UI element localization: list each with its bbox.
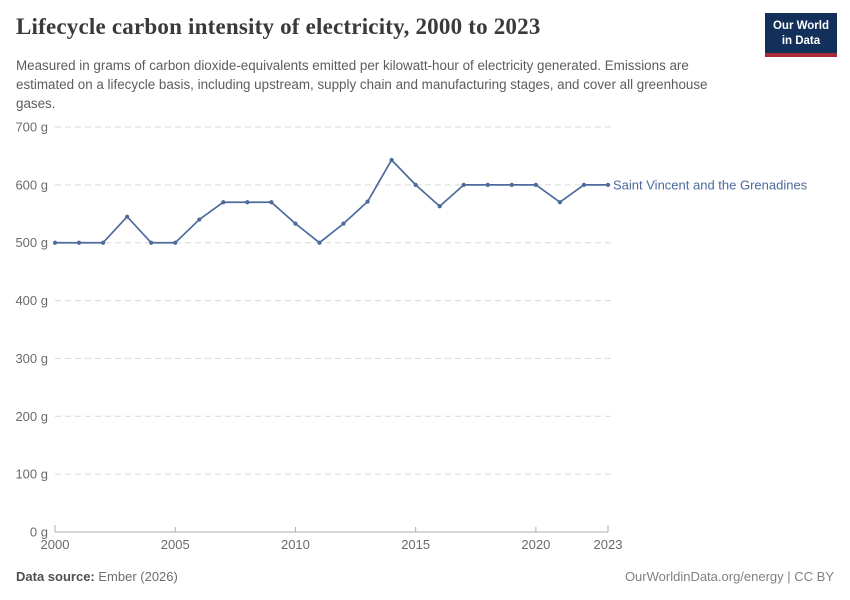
- data-point[interactable]: [76, 240, 82, 245]
- y-tick-label: 300 g: [15, 351, 48, 366]
- data-point[interactable]: [125, 214, 130, 219]
- data-point[interactable]: [221, 200, 226, 205]
- data-point[interactable]: [509, 182, 514, 187]
- data-point[interactable]: [52, 240, 58, 245]
- credit-link[interactable]: OurWorldinData.org/energy | CC BY: [624, 569, 834, 584]
- data-point[interactable]: [581, 182, 587, 187]
- chart-title: Lifecycle carbon intensity of electricit…: [16, 14, 541, 39]
- y-tick-label: 700 g: [15, 120, 48, 135]
- data-point[interactable]: [557, 200, 563, 205]
- x-tick-label: 2023: [594, 537, 623, 552]
- x-tick-label: 2015: [401, 537, 430, 552]
- x-tick-label: 2010: [281, 537, 310, 552]
- data-point[interactable]: [461, 182, 466, 187]
- data-point[interactable]: [197, 217, 202, 222]
- data-point[interactable]: [245, 200, 250, 205]
- y-tick-label: 500 g: [15, 235, 48, 250]
- data-point[interactable]: [269, 200, 274, 205]
- data-point[interactable]: [533, 182, 538, 187]
- entity-label[interactable]: Saint Vincent and the Grenadines: [613, 177, 808, 192]
- data-point[interactable]: [341, 221, 346, 226]
- line-chart-area[interactable]: 0 g 100 g 200 g 300 g 400 g 500 g 600 g 700 g 20…: [0, 112, 850, 567]
- y-tick-label: 600 g: [15, 177, 48, 192]
- data-point[interactable]: [485, 182, 490, 187]
- data-point[interactable]: [437, 204, 442, 209]
- y-tick-label: 200 g: [15, 409, 48, 424]
- x-tick-label: 2000: [41, 537, 70, 552]
- data-point[interactable]: [413, 182, 418, 187]
- x-tick-label: 2005: [161, 537, 190, 552]
- data-point[interactable]: [149, 240, 154, 245]
- y-tick-label: 400 g: [15, 293, 48, 308]
- owid-logo-line2: in Data: [781, 34, 821, 47]
- x-tick-label: 2020: [521, 537, 550, 552]
- line-chart-svg[interactable]: 0 g 100 g 200 g 300 g 400 g 500 g 600 g 700 g 20…: [0, 112, 850, 567]
- chart-subtitle: Measured in grams of carbon dioxide-equi…: [16, 58, 708, 112]
- data-point[interactable]: [317, 240, 322, 245]
- series-line[interactable]: [54, 159, 609, 244]
- data-point[interactable]: [365, 199, 370, 204]
- data-point[interactable]: [173, 240, 178, 245]
- data-source: Data source: Ember (2026): [16, 569, 178, 587]
- data-point[interactable]: [389, 157, 394, 163]
- y-tick-label: 100 g: [15, 467, 48, 482]
- data-point[interactable]: [605, 182, 611, 187]
- chart-footer: Data source: Ember (2026) OurWorldinData…: [16, 569, 834, 587]
- owid-logo[interactable]: Our World in Data: [764, 13, 837, 57]
- data-source-value: Ember (2026): [94, 569, 178, 584]
- data-source-label: Data source:: [16, 569, 95, 584]
- owid-logo-line1: Our World: [772, 20, 829, 32]
- data-point[interactable]: [100, 240, 106, 245]
- y-tick-label: 0 g: [30, 525, 48, 540]
- data-point[interactable]: [293, 221, 298, 226]
